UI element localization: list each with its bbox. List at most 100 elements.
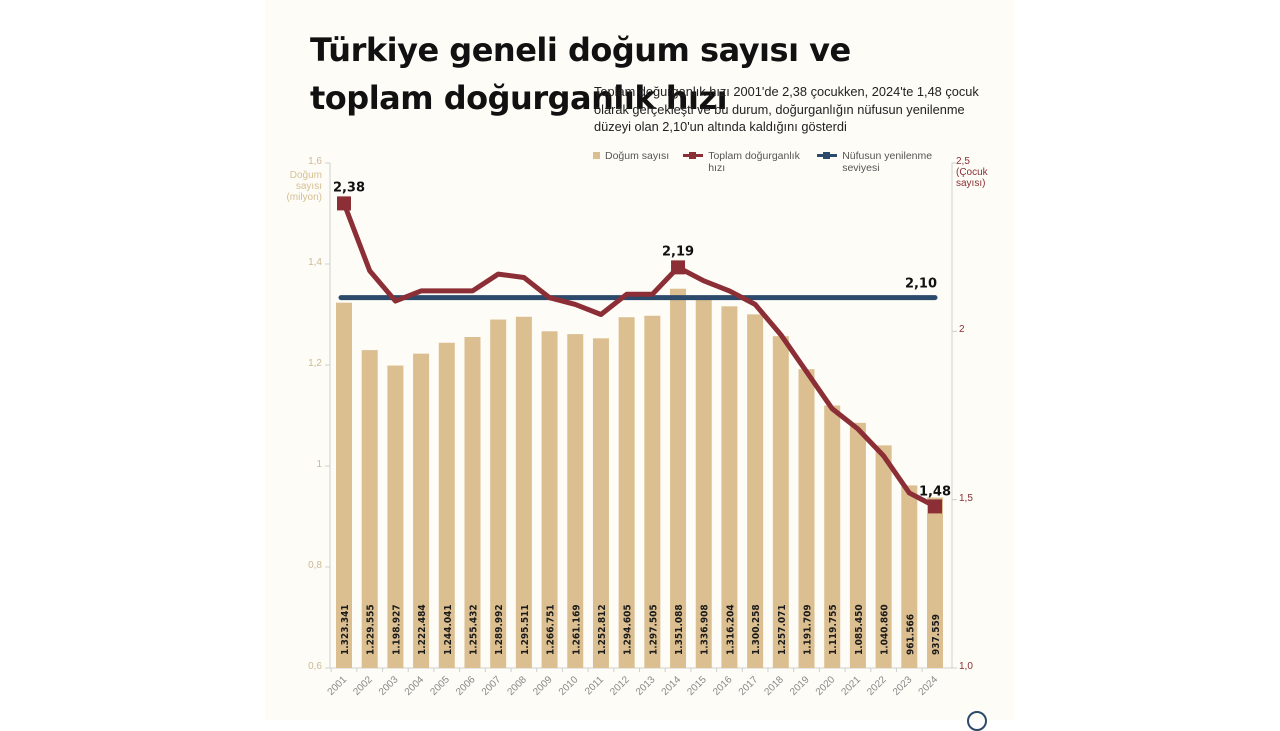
legend-label-births: Doğum sayısı — [605, 150, 670, 162]
bar-2008: 1.295.511 — [515, 316, 532, 668]
line-marker-swatch-icon — [817, 152, 838, 159]
legend-item-replacement: Nüfusun yenilenme seviyesi — [817, 150, 942, 174]
bar-2011: 1.252.812 — [592, 338, 609, 668]
bar-2017: 1.300.258 — [747, 314, 764, 668]
x-axis-label: 2002 — [351, 674, 375, 698]
right-axis-tick: 2 — [959, 324, 965, 336]
svg-text:1.229.555: 1.229.555 — [366, 604, 377, 655]
bar-2021: 1.085.450 — [849, 422, 866, 668]
bar-2015: 1.336.908 — [695, 295, 712, 668]
bar-swatch-icon — [593, 152, 600, 159]
svg-text:1.085.450: 1.085.450 — [854, 604, 865, 655]
left-axis-title: Doğum sayısı (milyon) — [286, 170, 322, 203]
left-axis-tick: 0,8 — [308, 560, 322, 571]
x-axis-label: 2011 — [583, 674, 606, 697]
bar-2019: 1.191.709 — [798, 369, 815, 668]
svg-text:1.244.041: 1.244.041 — [443, 604, 454, 655]
bar-2020: 1.119.755 — [824, 405, 841, 668]
left-axis-tick: 1,6 — [308, 156, 322, 167]
svg-text:1.289.992: 1.289.992 — [494, 604, 505, 655]
svg-text:1.198.927: 1.198.927 — [391, 604, 402, 655]
svg-text:1.295.511: 1.295.511 — [520, 604, 531, 655]
svg-text:1.266.751: 1.266.751 — [546, 604, 557, 655]
svg-text:1.040.860: 1.040.860 — [880, 604, 891, 655]
tfr-line — [341, 202, 937, 509]
bar-2004: 1.222.484 — [413, 353, 430, 668]
chart-subtitle: Toplam doğurganlık hızı 2001'de 2,38 çoc… — [594, 84, 979, 134]
svg-text:961.566: 961.566 — [905, 614, 916, 655]
svg-text:1.257.071: 1.257.071 — [777, 604, 788, 655]
right-axis-tick: 1,5 — [959, 492, 973, 504]
bar-2014: 1.351.088 — [670, 288, 687, 668]
bar-2023: 961.566 — [901, 485, 918, 668]
x-axis-label: 2020 — [814, 674, 838, 698]
svg-text:937.559: 937.559 — [931, 614, 942, 655]
left-axis-tick: 1,2 — [308, 358, 322, 369]
x-axis-label: 2023 — [891, 674, 915, 698]
left-axis-tick: 1,4 — [308, 257, 322, 268]
bar-2010: 1.261.169 — [567, 334, 584, 668]
x-axis-label: 2010 — [557, 674, 581, 698]
x-axis-label: 2014 — [660, 674, 684, 698]
bar-2012: 1.294.605 — [618, 317, 635, 668]
bar-2018: 1.257.071 — [772, 336, 789, 668]
svg-text:1.336.908: 1.336.908 — [700, 604, 711, 655]
svg-text:1.119.755: 1.119.755 — [828, 604, 839, 655]
legend-item-tfr: Toplam doğurganlık hızı — [683, 150, 803, 174]
x-axis-label: 2017 — [737, 674, 761, 698]
bar-2024: 937.559 — [927, 497, 943, 668]
svg-text:1.297.505: 1.297.505 — [648, 604, 659, 655]
left-axis-tick: 1 — [316, 459, 322, 470]
x-axis-label: 2016 — [711, 674, 735, 698]
x-axis-label: 2003 — [377, 674, 401, 698]
tfr-marker — [337, 196, 351, 211]
svg-text:1.191.709: 1.191.709 — [803, 604, 814, 655]
bar-2003: 1.198.927 — [387, 365, 404, 668]
svg-text:1.323.341: 1.323.341 — [340, 604, 351, 655]
x-axis-label: 2013 — [634, 674, 658, 698]
agency-logo-icon — [967, 711, 987, 731]
x-axis-label: 2024 — [917, 674, 941, 698]
right-axis-unit: (Çocuk sayısı) — [956, 167, 988, 189]
bar-2013: 1.297.505 — [644, 315, 661, 668]
x-axis-label: 2004 — [403, 674, 427, 698]
legend-item-births: Doğum sayısı — [593, 150, 669, 174]
x-axis-label: 2005 — [428, 674, 452, 698]
legend-label-replacement: Nüfusun yenilenme seviyesi — [842, 150, 933, 174]
bar-2016: 1.316.204 — [721, 306, 738, 668]
legend-label-tfr: Toplam doğurganlık hızı — [708, 150, 800, 174]
page-title: Türkiye geneli doğum sayısı ve toplam do… — [310, 31, 851, 117]
svg-text:1.261.169: 1.261.169 — [571, 604, 582, 655]
tfr-marker — [928, 499, 942, 514]
svg-text:1.316.204: 1.316.204 — [725, 604, 736, 655]
bar-2009: 1.266.751 — [541, 331, 558, 668]
bar-2007: 1.289.992 — [490, 319, 507, 668]
value-annotation: 2,19 — [662, 244, 694, 259]
x-axis-label: 2007 — [480, 674, 504, 698]
x-axis-label: 2021 — [840, 674, 864, 698]
svg-text:1.300.258: 1.300.258 — [751, 604, 762, 655]
right-axis-top-tick: 2,5 — [956, 156, 970, 167]
bar-2006: 1.255.432 — [464, 337, 481, 668]
x-axis-label: 2022 — [865, 674, 889, 698]
svg-text:1.222.484: 1.222.484 — [417, 604, 428, 655]
svg-text:1.252.812: 1.252.812 — [597, 604, 608, 655]
x-axis-label: 2015 — [685, 674, 709, 698]
bar-2005: 1.244.041 — [438, 342, 455, 668]
value-annotation: 2,10 — [905, 277, 937, 292]
svg-text:1.351.088: 1.351.088 — [674, 604, 685, 655]
left-axis-tick: 0,6 — [308, 661, 322, 672]
x-axis-label: 2012 — [608, 674, 632, 698]
bar-2002: 1.229.555 — [361, 350, 378, 668]
x-axis-label: 2019 — [788, 674, 812, 698]
value-annotation: 2,38 — [333, 180, 365, 195]
x-axis-label: 2018 — [762, 674, 786, 698]
tfr-marker — [671, 260, 686, 275]
x-axis-label: 2001 — [326, 674, 350, 698]
x-axis-label: 2008 — [505, 674, 529, 698]
chart-legend: Doğum sayısı Toplam doğurganlık hızı Nüf… — [593, 150, 942, 174]
bar-2022: 1.040.860 — [875, 445, 892, 668]
value-annotation: 1,48 — [919, 484, 951, 499]
line-marker-swatch-icon — [683, 152, 704, 159]
